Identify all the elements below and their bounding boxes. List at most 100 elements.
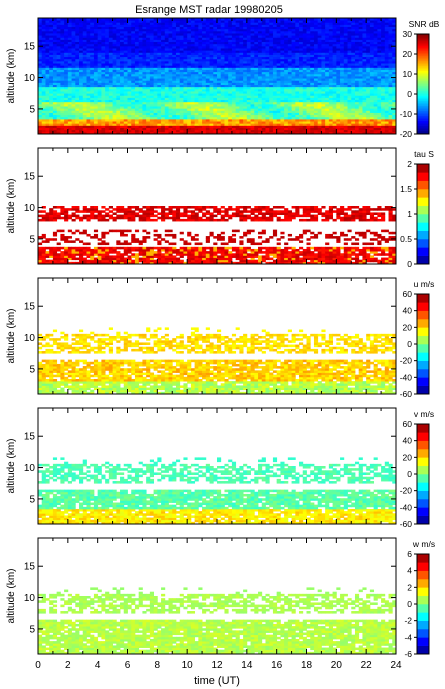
- heatmap-cell: [194, 73, 199, 77]
- heatmap-cell: [198, 127, 203, 131]
- heatmap-cell: [205, 125, 210, 128]
- heatmap-cell: [392, 108, 397, 111]
- heatmap-cell: [205, 56, 210, 60]
- heatmap-cell: [343, 65, 348, 68]
- heatmap-cell: [239, 24, 244, 27]
- heatmap-cell: [235, 58, 240, 62]
- heatmap-cell: [209, 33, 214, 36]
- heatmap-cell: [157, 65, 162, 68]
- heatmap-cell: [354, 108, 360, 111]
- heatmap-cell: [97, 88, 102, 92]
- heatmap-cell: [373, 116, 378, 120]
- heatmap-cell: [347, 131, 352, 135]
- heatmap-cell: [142, 88, 147, 92]
- heatmap-cell: [153, 95, 158, 98]
- heatmap-cell: [175, 82, 181, 85]
- heatmap-cell: [351, 78, 356, 81]
- heatmap-cell: [366, 63, 371, 66]
- heatmap-cell: [172, 76, 177, 79]
- heatmap-cell: [313, 78, 319, 81]
- heatmap-cell: [217, 88, 222, 92]
- heatmap-cell: [217, 78, 222, 81]
- heatmap-cell: [205, 50, 210, 53]
- heatmap-cell: [172, 88, 177, 92]
- heatmap-cell: [41, 69, 46, 73]
- heatmap-cell: [254, 28, 259, 32]
- heatmap-cell: [239, 41, 244, 45]
- heatmap-cell: [250, 78, 255, 81]
- heatmap-cell: [41, 88, 46, 92]
- heatmap-cell: [41, 80, 46, 83]
- heatmap-cell: [112, 97, 117, 101]
- heatmap-cell: [67, 125, 72, 128]
- heatmap-cell: [306, 63, 311, 66]
- heatmap-cell: [336, 52, 341, 55]
- heatmap-cell: [220, 76, 225, 79]
- heatmap-cell: [321, 60, 326, 64]
- heatmap-cell: [45, 127, 50, 131]
- heatmap-cell: [354, 22, 360, 25]
- heatmap-cell: [190, 82, 196, 85]
- heatmap-cell: [41, 82, 46, 85]
- heatmap-cell: [354, 58, 360, 62]
- heatmap-cell: [381, 97, 386, 101]
- heatmap-cell: [287, 103, 292, 107]
- heatmap-cell: [224, 33, 229, 36]
- heatmap-cell: [93, 63, 99, 66]
- heatmap-cell: [45, 30, 50, 34]
- heatmap-cell: [134, 106, 140, 109]
- heatmap-cell: [101, 118, 106, 122]
- heatmap-cell: [213, 88, 218, 92]
- heatmap-cell: [82, 54, 87, 58]
- heatmap-cell: [254, 118, 259, 122]
- heatmap-cell: [332, 114, 337, 118]
- heatmap-cell: [86, 93, 91, 96]
- heatmap-cell: [179, 73, 184, 77]
- heatmap-cell: [384, 78, 389, 81]
- heatmap-cell: [358, 41, 363, 45]
- heatmap-cell: [60, 86, 65, 90]
- heatmap-cell: [261, 63, 266, 66]
- heatmap-cell: [243, 116, 248, 120]
- heatmap-cell: [306, 110, 311, 113]
- heatmap-cell: [354, 129, 360, 133]
- heatmap-cell: [172, 93, 177, 96]
- heatmap-cell: [164, 67, 169, 70]
- heatmap-cell: [108, 60, 113, 64]
- heatmap-cell: [366, 24, 371, 27]
- heatmap-cell: [138, 114, 143, 118]
- heatmap-cell: [351, 129, 356, 133]
- heatmap-cell: [287, 28, 292, 32]
- heatmap-cell: [291, 37, 296, 40]
- heatmap-cell: [343, 30, 348, 34]
- heatmap-cell: [366, 35, 371, 38]
- heatmap-cell: [213, 82, 218, 85]
- heatmap-cell: [295, 48, 300, 51]
- heatmap-cell: [246, 63, 251, 66]
- heatmap-cell: [228, 78, 233, 81]
- heatmap-cell: [310, 106, 315, 109]
- heatmap-cell: [79, 97, 84, 101]
- heatmap-cell: [272, 41, 278, 45]
- heatmap-cell: [194, 63, 199, 66]
- heatmap-cell: [343, 121, 348, 124]
- heatmap-cell: [105, 30, 110, 34]
- heatmap-cell: [172, 125, 177, 128]
- heatmap-cell: [261, 125, 266, 128]
- heatmap-cell: [325, 97, 330, 101]
- heatmap-cell: [75, 129, 80, 133]
- heatmap-cell: [168, 99, 173, 103]
- heatmap-cell: [64, 129, 69, 133]
- heatmap-cell: [64, 131, 69, 135]
- heatmap-cell: [343, 131, 348, 135]
- heatmap-cell: [381, 80, 386, 83]
- heatmap-cell: [97, 54, 102, 58]
- heatmap-cell: [120, 108, 125, 111]
- heatmap-cell: [246, 52, 251, 55]
- heatmap-cell: [287, 93, 292, 96]
- heatmap-cell: [45, 121, 50, 124]
- heatmap-cell: [75, 26, 80, 30]
- heatmap-cell: [45, 80, 50, 83]
- heatmap-cell: [71, 78, 76, 81]
- heatmap-cell: [71, 30, 76, 34]
